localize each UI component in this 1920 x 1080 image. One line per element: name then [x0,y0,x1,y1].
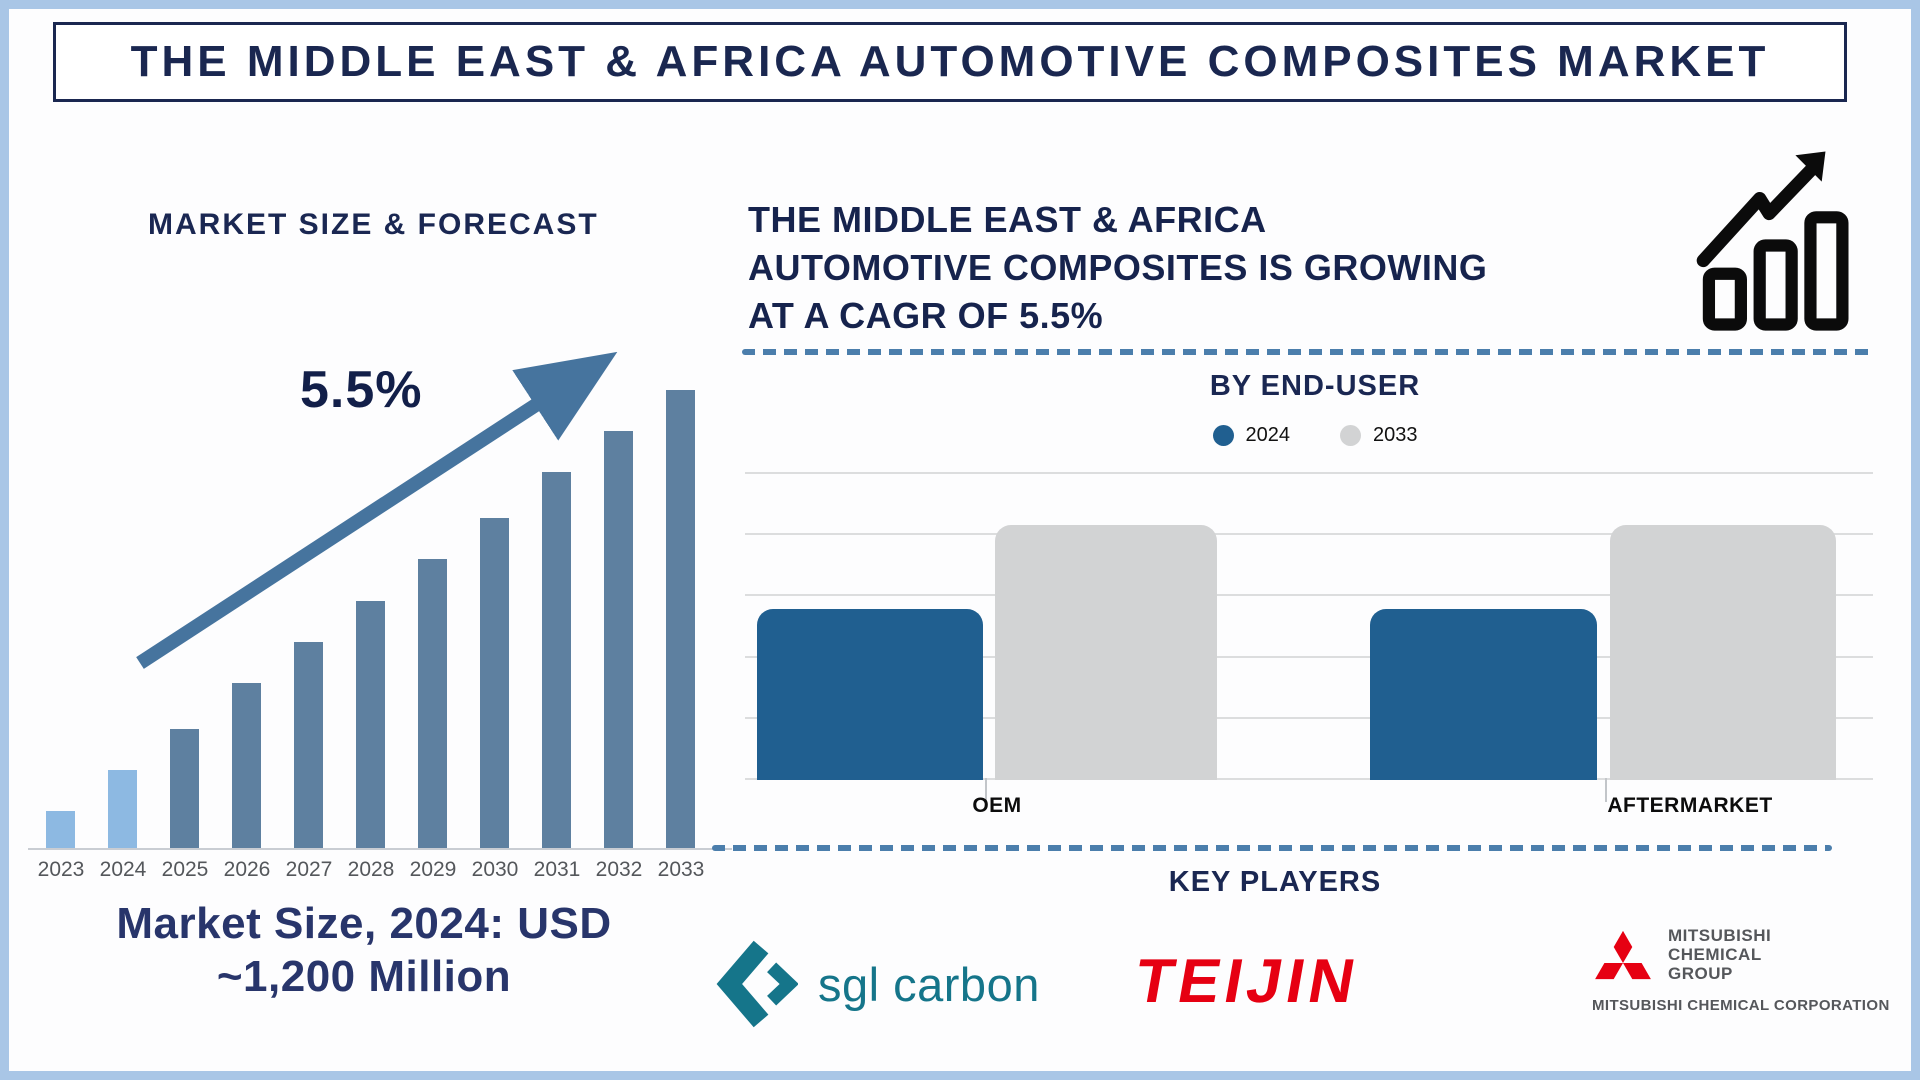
category-label-oem: OEM [972,794,1022,817]
end-user-bar-2033-oem [995,525,1217,780]
mitsubishi-group-text: MITSUBISHI CHEMICAL GROUP [1668,926,1772,984]
forecast-bar-2032 [604,431,633,848]
gridline [745,472,1873,474]
title-banner: THE MIDDLE EAST & AFRICA AUTOMOTIVE COMP… [53,22,1847,102]
sgl-carbon-chevrons-icon [716,940,798,1028]
forecast-bar-2024 [108,770,137,848]
market-size-caption: Market Size, 2024: USD ~1,200 Million [116,899,612,1001]
forecast-bar-2029 [418,559,447,848]
gridline [745,594,1873,596]
category-label-aftermarket: AFTERMARKET [1607,794,1773,817]
growth-chart-icon [1696,151,1849,331]
year-label: 2030 [471,858,519,881]
page-title: THE MIDDLE EAST & AFRICA AUTOMOTIVE COMP… [130,37,1770,86]
cagr-annotation: 5.5% [300,361,423,419]
legend-dot-2024 [1212,425,1234,446]
legend-item-2033: 2033 [1340,424,1418,447]
forecast-bar-2033 [666,390,695,848]
gridline [745,778,1873,780]
end-user-bar-2024-aftermarket [1370,609,1597,780]
end-user-chart: OEM AFTERMARKET [745,472,1873,817]
end-user-legend: 2024 2033 [760,424,1870,447]
legend-dot-2033 [1340,425,1361,446]
year-label: 2024 [99,858,147,881]
year-label: 2027 [285,858,333,881]
axis-tick [1605,778,1607,802]
end-user-title: BY END-USER [1209,370,1421,402]
dashed-divider-bottom [712,845,1832,851]
year-label: 2023 [37,858,85,881]
forecast-bar-2030 [480,518,509,848]
legend-label-2033: 2033 [1373,424,1418,446]
year-label: 2026 [223,858,271,881]
sgl-carbon-logo: sgl carbon [710,936,1040,1032]
gridline [745,656,1873,658]
year-label: 2031 [533,858,581,881]
x-axis-labels: 2023 2024 2025 2026 2027 2028 2029 2030 2031 2032… [32,858,724,888]
mitsubishi-logo: MITSUBISHI CHEMICAL GROUP MITSUBISHI CHE… [1592,926,1892,1014]
gridline [745,533,1873,535]
forecast-bar-2025 [170,729,199,848]
sgl-carbon-wordmark: sgl carbon [818,957,1040,1011]
dashed-divider-top [742,349,1874,355]
axis-tick [985,778,987,802]
end-user-bar-2024-oem [757,609,983,780]
forecast-bar-2028 [356,601,385,848]
market-size-chart-title: MARKET SIZE & FORECAST [148,208,599,241]
forecast-bar-2031 [542,472,571,848]
right-heading: THE MIDDLE EAST & AFRICA AUTOMOTIVE COMP… [748,199,1488,336]
mitsubishi-diamonds-icon [1595,930,1651,979]
forecast-bar-2023 [46,811,75,848]
gridline [745,717,1873,719]
year-label: 2033 [657,858,705,881]
end-user-bar-2033-aftermarket [1610,525,1836,780]
x-axis-line [28,848,732,850]
teijin-wordmark: TEIJIN [1129,947,1366,1016]
teijin-logo: TEIJIN [1130,946,1365,1017]
legend-label-2024: 2024 [1245,424,1291,446]
cagr-growth-arrow-icon [136,351,618,669]
legend-item-2024: 2024 [1212,424,1291,447]
year-label: 2029 [409,858,457,881]
forecast-bar-2026 [232,683,261,848]
mitsubishi-corporation-text: MITSUBISHI CHEMICAL CORPORATION [1592,997,1890,1015]
market-size-chart [28,378,732,850]
year-label: 2025 [161,858,209,881]
forecast-bar-2027 [294,642,323,848]
year-label: 2032 [595,858,643,881]
key-players-title: KEY PLAYERS [1168,866,1382,898]
year-label: 2028 [347,858,395,881]
